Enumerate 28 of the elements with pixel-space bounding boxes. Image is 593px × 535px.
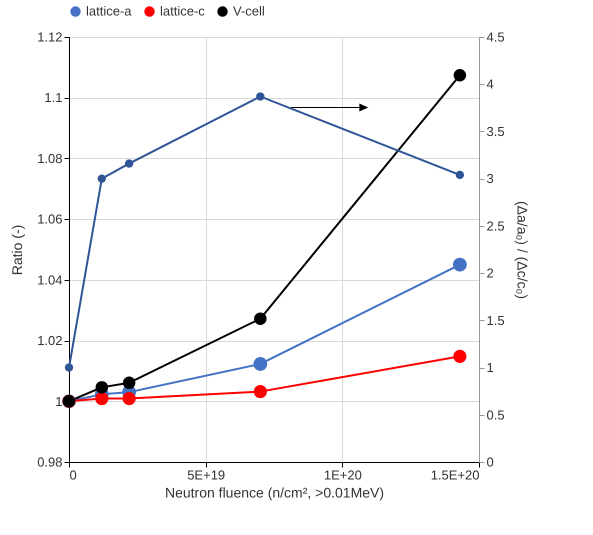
y2-tick-label: 3.5 (486, 124, 505, 139)
y2-tick-label: 3 (486, 171, 494, 186)
y2-tick-label: 0 (486, 454, 494, 470)
x-tick-label: 5E+19 (187, 468, 226, 482)
y-tick-label: 1.08 (37, 150, 62, 166)
legend-label: V-cell (233, 4, 265, 19)
y-tick-label: 0.98 (37, 454, 62, 470)
y-tick-label: 1.06 (37, 212, 62, 227)
y-tick-label: 1.02 (37, 333, 62, 348)
y2-tick-label: 1 (486, 360, 494, 376)
y2-tick-label: 4.5 (486, 30, 505, 44)
y-tick-label: 1.12 (37, 30, 62, 44)
x-axis-title: Neutron fluence (n/cm², >0.01MeV) (164, 484, 384, 500)
legend-label: lattice-c (160, 4, 206, 19)
legend-label: lattice-a (86, 4, 132, 19)
y2-tick-label: 2.5 (486, 218, 505, 234)
y2-tick-label: 0.5 (486, 407, 505, 422)
x-tick-label: 1.5E+20 (430, 468, 480, 482)
y-tick-label: 1.04 (37, 272, 62, 288)
y-axis-title: Ratio (-) (9, 224, 26, 276)
y-tick-label: 1.1 (44, 90, 62, 106)
y2-tick-label: 4 (486, 76, 494, 92)
y2-tick-label: 1.5 (486, 312, 505, 328)
y2-axis-title: (Δa/a₀) / (Δc/c₀) (514, 201, 531, 299)
x-tick-label: 1E+20 (324, 468, 362, 482)
y2-tick-label: 2 (486, 266, 494, 281)
y-tick-label: 1 (55, 394, 62, 409)
x-tick-label: 0 (70, 468, 77, 482)
